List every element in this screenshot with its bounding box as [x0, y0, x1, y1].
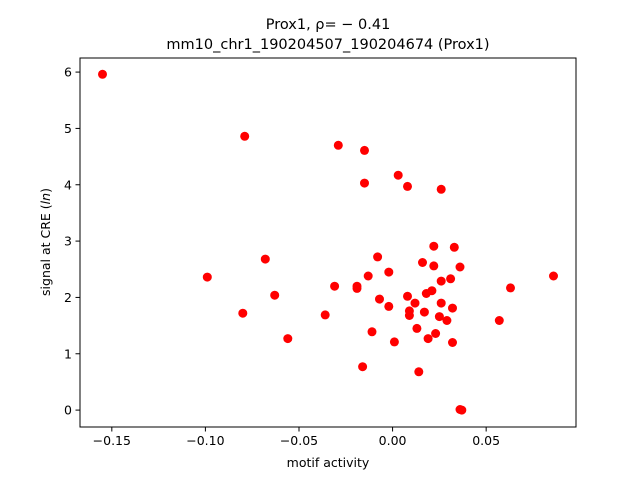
x-tick-label: −0.05: [280, 433, 318, 448]
data-point: [360, 145, 369, 155]
y-tick-label: 4: [64, 177, 72, 192]
data-point: [448, 303, 457, 313]
data-point: [358, 362, 368, 372]
data-point: [283, 334, 293, 344]
data-point: [375, 294, 384, 304]
data-point: [412, 323, 422, 333]
data-point: [436, 276, 446, 286]
data-point: [320, 310, 330, 320]
y-tick-label: 5: [64, 121, 72, 136]
data-point: [389, 337, 399, 347]
x-tick-label: 0.05: [472, 433, 500, 448]
data-point: [419, 307, 429, 317]
x-tick-label: −0.15: [93, 433, 131, 448]
y-tick-label: 6: [64, 65, 72, 80]
data-point: [333, 140, 343, 150]
x-tick-label: 0.00: [379, 433, 407, 448]
data-point: [446, 274, 456, 284]
data-point: [270, 290, 280, 300]
y-tick-label: 0: [64, 403, 72, 418]
y-axis-ticks: 0 1 2 3 4 5 6: [64, 65, 80, 418]
data-point: [363, 271, 373, 281]
data-point: [410, 298, 420, 308]
data-point: [429, 241, 439, 251]
data-points: [98, 69, 558, 415]
data-point: [403, 181, 412, 191]
data-point: [423, 334, 433, 344]
data-point: [384, 301, 394, 311]
data-point: [403, 291, 412, 301]
data-point: [436, 184, 446, 194]
data-point: [414, 367, 424, 377]
data-point: [429, 261, 439, 271]
data-point: [494, 316, 504, 325]
chart-title-line2: mm10_chr1_190204507_190204674 (Prox1): [166, 37, 489, 53]
data-point: [449, 242, 459, 252]
data-point: [240, 131, 250, 141]
data-point: [330, 281, 340, 291]
data-point: [202, 272, 212, 282]
x-axis-ticks: −0.15 −0.10 −0.05 0.00 0.05: [93, 427, 500, 448]
data-point: [393, 170, 403, 180]
data-point: [367, 327, 377, 337]
data-point: [384, 267, 394, 277]
data-point: [352, 283, 362, 293]
data-point: [404, 311, 414, 320]
x-tick-label: −0.10: [186, 433, 224, 448]
data-point: [260, 254, 270, 264]
data-point: [238, 308, 248, 318]
data-point: [448, 338, 457, 347]
plot-frame: [79, 57, 577, 428]
data-point: [360, 178, 369, 188]
data-point: [418, 258, 427, 267]
data-point: [431, 329, 441, 338]
data-point: [98, 69, 107, 79]
data-point: [457, 405, 467, 415]
y-tick-label: 2: [64, 290, 72, 305]
y-tick-label: 1: [64, 346, 72, 361]
y-tick-label: 3: [64, 234, 72, 249]
x-axis-label: motif activity: [287, 455, 370, 470]
y-axis-label: signal at CRE (ln): [38, 188, 53, 296]
data-point: [442, 316, 452, 325]
data-point: [427, 286, 437, 296]
data-point: [506, 283, 515, 293]
data-point: [455, 262, 465, 272]
data-point: [436, 298, 446, 308]
data-point: [549, 271, 558, 281]
data-point: [373, 252, 383, 262]
data-point: [434, 312, 444, 322]
chart-title-line1: Prox1, ρ= − 0.41: [266, 17, 391, 33]
